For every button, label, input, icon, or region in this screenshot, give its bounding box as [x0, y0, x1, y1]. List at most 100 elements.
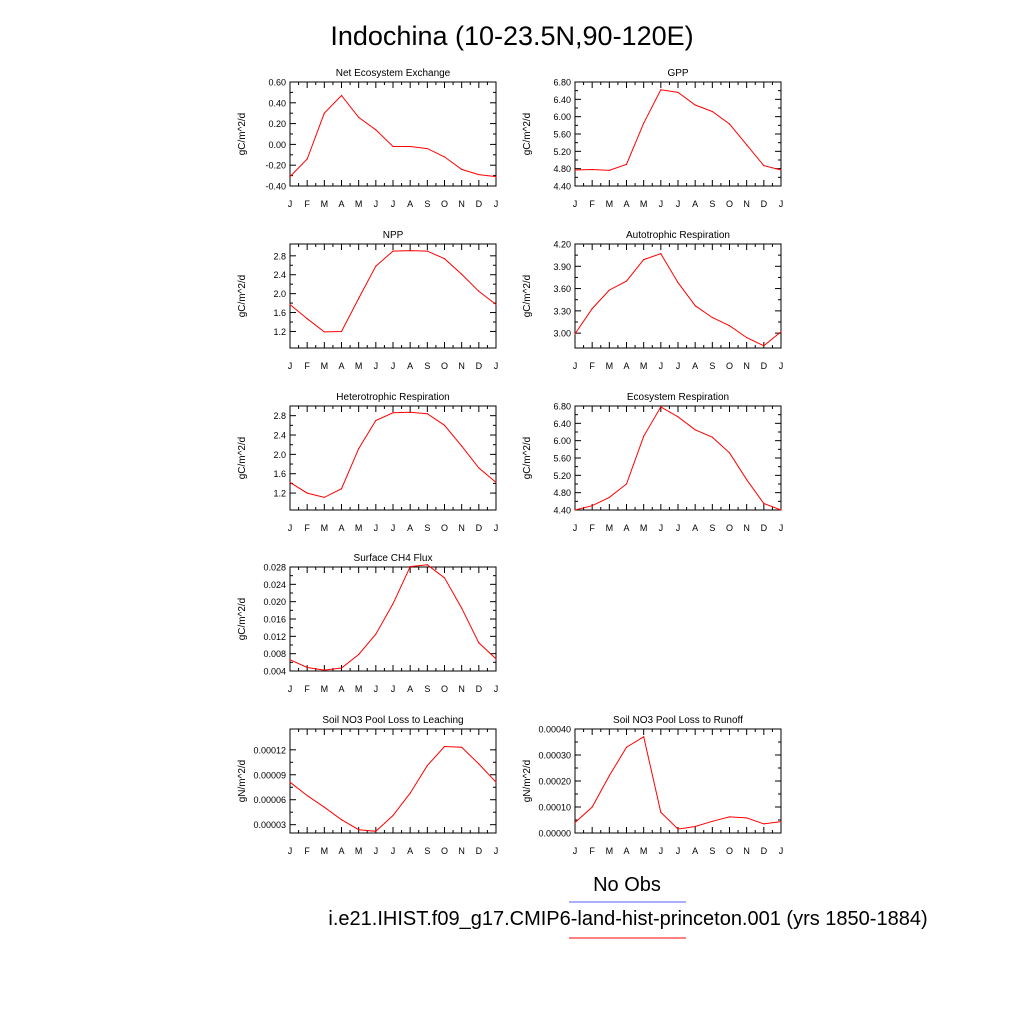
data-point [461, 168, 463, 170]
data-point [780, 820, 782, 823]
x-tick-label: A [692, 846, 698, 856]
data-point [746, 144, 748, 146]
x-tick-label: J [573, 846, 578, 856]
x-tick-label: J [573, 361, 578, 371]
series-line [289, 250, 497, 333]
y-axis-label: gC/m^2/d [237, 598, 248, 641]
data-point [660, 811, 662, 813]
x-tick-label: A [338, 523, 344, 533]
y-tick-label: 2.0 [273, 289, 286, 299]
data-point [340, 94, 343, 97]
panel-title: Soil NO3 Pool Loss to Leaching [322, 715, 463, 726]
x-tick-label: M [640, 361, 648, 371]
x-tick-label: M [321, 846, 329, 856]
data-point [306, 318, 308, 320]
x-tick-label: J [573, 523, 578, 533]
x-tick-label: S [424, 199, 430, 209]
y-tick-label: 5.20 [553, 147, 571, 157]
x-tick-label: J [374, 199, 379, 209]
data-point [392, 145, 394, 148]
series-line [289, 94, 497, 178]
data-point [746, 479, 748, 481]
x-tick-label: M [640, 846, 648, 856]
y-tick-label: -0.40 [265, 182, 286, 192]
data-point [306, 794, 308, 797]
data-point [392, 814, 394, 817]
x-tick-label: A [623, 523, 629, 533]
data-point [289, 303, 291, 306]
panel-title: NPP [383, 230, 404, 241]
data-point [591, 505, 593, 507]
x-tick-label: O [441, 199, 448, 209]
data-point [763, 165, 765, 167]
y-tick-label: 4.40 [553, 506, 571, 516]
data-point [660, 89, 662, 91]
data-point [574, 822, 576, 824]
x-tick-label: O [726, 199, 733, 209]
plot-frame [289, 566, 497, 672]
x-tick-label: M [355, 523, 363, 533]
data-point [392, 250, 394, 252]
y-tick-label: 3.90 [553, 262, 571, 272]
x-tick-label: D [761, 846, 768, 856]
x-tick-label: J [659, 523, 664, 533]
y-axis-label: gN/m^2/d [237, 760, 248, 803]
data-point [461, 273, 463, 275]
y-tick-label: 0.00020 [538, 777, 571, 787]
data-point [711, 316, 713, 319]
x-tick-label: F [589, 199, 595, 209]
data-point [746, 337, 748, 339]
data-point [608, 496, 610, 499]
y-tick-label: 4.40 [553, 182, 571, 192]
data-point [409, 145, 411, 148]
y-tick-label: 5.20 [553, 471, 571, 481]
data-point [409, 411, 411, 413]
x-tick-label: F [304, 199, 310, 209]
data-point [289, 781, 291, 783]
x-tick-label: O [726, 361, 733, 371]
data-point [728, 123, 731, 125]
x-tick-label: O [726, 846, 733, 856]
data-point [746, 817, 748, 819]
x-tick-label: J [494, 684, 499, 694]
y-tick-label: 6.00 [553, 436, 571, 446]
x-tick-label: F [304, 684, 310, 694]
y-tick-label: 1.6 [273, 469, 286, 479]
x-tick-label: D [761, 523, 768, 533]
plot-frame [289, 405, 497, 511]
y-tick-label: 0.00010 [538, 803, 571, 813]
x-tick-label: M [640, 523, 648, 533]
x-tick-label: J [676, 846, 681, 856]
data-point [323, 496, 325, 499]
x-tick-label: M [355, 846, 363, 856]
x-tick-label: N [458, 361, 465, 371]
y-tick-label: 2.0 [273, 450, 286, 460]
data-point [478, 642, 480, 644]
data-point [375, 129, 377, 131]
x-tick-label: A [407, 361, 413, 371]
series-line [574, 406, 782, 511]
data-point [323, 669, 325, 671]
figure-title: Indochina (10-23.5N,90-120E) [330, 21, 693, 51]
series-line [574, 89, 782, 171]
data-point [461, 607, 463, 609]
x-tick-label: J [288, 684, 293, 694]
y-axis-label: gC/m^2/d [237, 113, 248, 156]
data-point [392, 603, 394, 605]
data-point [426, 250, 428, 252]
y-tick-label: 3.30 [553, 306, 571, 316]
data-point [591, 308, 593, 310]
data-point [478, 173, 480, 176]
data-point [358, 829, 360, 831]
data-point [574, 333, 576, 335]
data-point [608, 775, 610, 777]
y-tick-label: 0.028 [263, 563, 286, 573]
data-point [306, 666, 308, 669]
x-tick-label: A [623, 199, 629, 209]
data-point [574, 509, 576, 511]
data-point [358, 116, 360, 118]
